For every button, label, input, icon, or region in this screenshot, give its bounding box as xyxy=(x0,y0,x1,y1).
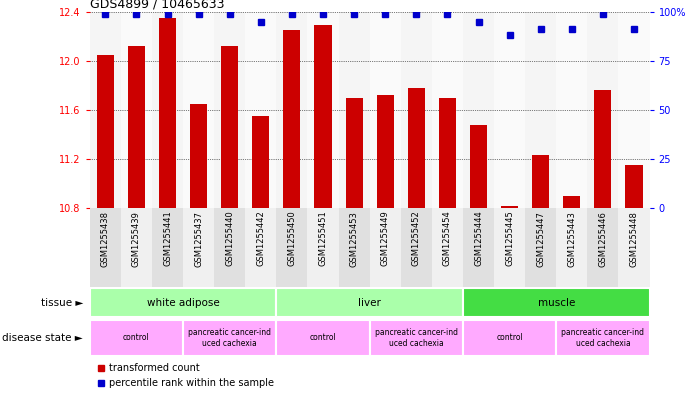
Text: GSM1255443: GSM1255443 xyxy=(567,211,576,266)
Bar xyxy=(245,208,276,287)
Text: GSM1255445: GSM1255445 xyxy=(505,211,514,266)
Text: GSM1255451: GSM1255451 xyxy=(319,211,328,266)
Text: liver: liver xyxy=(358,298,381,308)
Bar xyxy=(97,55,114,208)
Text: pancreatic cancer-ind
uced cachexia: pancreatic cancer-ind uced cachexia xyxy=(561,328,645,348)
Bar xyxy=(245,12,276,208)
Text: GSM1255454: GSM1255454 xyxy=(443,211,452,266)
Bar xyxy=(563,196,580,208)
Bar xyxy=(346,98,363,208)
Bar xyxy=(339,12,370,208)
Bar xyxy=(90,320,183,356)
Bar xyxy=(152,12,183,208)
Bar xyxy=(121,208,152,287)
Bar xyxy=(90,12,121,208)
Bar xyxy=(159,18,176,208)
Bar xyxy=(463,208,494,287)
Bar xyxy=(401,208,432,287)
Bar xyxy=(276,12,307,208)
Bar xyxy=(432,12,463,208)
Text: white adipose: white adipose xyxy=(146,298,220,308)
Text: GDS4899 / 10465633: GDS4899 / 10465633 xyxy=(90,0,225,11)
Text: GSM1255441: GSM1255441 xyxy=(163,211,172,266)
Bar xyxy=(377,95,394,208)
Bar xyxy=(183,320,276,356)
Text: GSM1255452: GSM1255452 xyxy=(412,211,421,266)
Bar xyxy=(587,208,618,287)
Bar xyxy=(221,46,238,208)
Bar xyxy=(276,288,463,317)
Bar xyxy=(594,90,612,208)
Bar xyxy=(276,320,370,356)
Bar xyxy=(408,88,425,208)
Text: disease state ►: disease state ► xyxy=(2,333,83,343)
Bar xyxy=(439,98,456,208)
Bar xyxy=(214,208,245,287)
Bar xyxy=(625,165,643,208)
Bar xyxy=(618,12,650,208)
Bar xyxy=(307,208,339,287)
Bar xyxy=(587,12,618,208)
Bar xyxy=(183,12,214,208)
Bar xyxy=(370,12,401,208)
Bar xyxy=(494,208,525,287)
Text: pancreatic cancer-ind
uced cachexia: pancreatic cancer-ind uced cachexia xyxy=(375,328,458,348)
Bar xyxy=(532,156,549,208)
Text: transformed count: transformed count xyxy=(109,362,200,373)
Bar xyxy=(463,12,494,208)
Bar xyxy=(494,12,525,208)
Bar xyxy=(339,208,370,287)
Bar xyxy=(314,25,332,208)
Bar xyxy=(128,46,145,208)
Text: pancreatic cancer-ind
uced cachexia: pancreatic cancer-ind uced cachexia xyxy=(188,328,272,348)
Bar xyxy=(183,208,214,287)
Bar xyxy=(370,208,401,287)
Text: GSM1255438: GSM1255438 xyxy=(101,211,110,266)
Bar xyxy=(283,30,301,208)
Text: GSM1255442: GSM1255442 xyxy=(256,211,265,266)
Text: GSM1255447: GSM1255447 xyxy=(536,211,545,266)
Bar xyxy=(90,288,276,317)
Bar xyxy=(556,208,587,287)
Bar xyxy=(501,206,518,208)
Bar xyxy=(370,320,463,356)
Bar xyxy=(556,320,650,356)
Bar xyxy=(618,208,650,287)
Text: muscle: muscle xyxy=(538,298,575,308)
Bar xyxy=(90,208,121,287)
Text: GSM1255440: GSM1255440 xyxy=(225,211,234,266)
Bar xyxy=(470,125,487,208)
Bar xyxy=(401,12,432,208)
Bar xyxy=(214,12,245,208)
Bar xyxy=(307,12,339,208)
Bar xyxy=(525,12,556,208)
Bar xyxy=(190,104,207,208)
Text: control: control xyxy=(123,334,150,342)
Text: control: control xyxy=(496,334,523,342)
Text: GSM1255448: GSM1255448 xyxy=(630,211,638,266)
Text: percentile rank within the sample: percentile rank within the sample xyxy=(109,378,274,388)
Text: GSM1255446: GSM1255446 xyxy=(598,211,607,266)
Text: GSM1255449: GSM1255449 xyxy=(381,211,390,266)
Text: GSM1255450: GSM1255450 xyxy=(287,211,296,266)
Bar xyxy=(276,208,307,287)
Bar xyxy=(525,208,556,287)
Bar xyxy=(121,12,152,208)
Bar xyxy=(463,320,556,356)
Bar xyxy=(432,208,463,287)
Text: GSM1255437: GSM1255437 xyxy=(194,211,203,266)
Text: GSM1255453: GSM1255453 xyxy=(350,211,359,266)
Bar xyxy=(252,116,269,208)
Bar xyxy=(556,12,587,208)
Text: tissue ►: tissue ► xyxy=(41,298,83,308)
Bar xyxy=(152,208,183,287)
Bar xyxy=(463,288,650,317)
Text: GSM1255444: GSM1255444 xyxy=(474,211,483,266)
Text: GSM1255439: GSM1255439 xyxy=(132,211,141,266)
Text: control: control xyxy=(310,334,337,342)
